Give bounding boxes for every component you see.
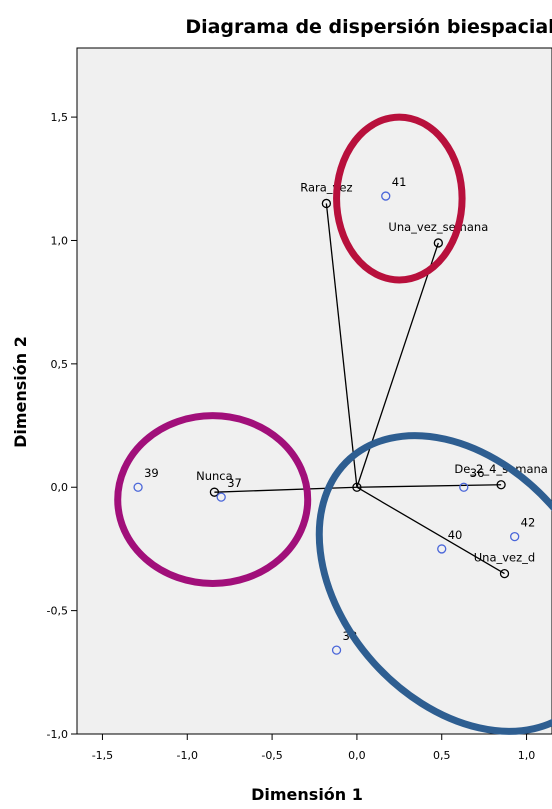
case-label: 41: [392, 175, 407, 189]
highlight-ellipse: [114, 412, 312, 587]
x-axis: -1,5 -1,0 -0,5 0,0 0,5 1,0: [92, 734, 536, 762]
category-label: Una_vez_semana: [388, 220, 488, 234]
case-point: [133, 482, 143, 492]
case-point: [459, 482, 469, 492]
case-point: [510, 531, 520, 542]
vector-line: [356, 484, 502, 488]
category-label: De_2_4_semana: [454, 462, 547, 476]
origin-marker: [352, 482, 362, 492]
vector-line: [325, 203, 358, 488]
plot-area: [76, 47, 552, 735]
y-tick-label: -1,0: [47, 728, 68, 741]
case-label: 39: [144, 466, 159, 480]
x-tick-label: 0,0: [348, 749, 366, 762]
case-point: [331, 645, 342, 655]
x-tick-label: 1,0: [518, 749, 536, 762]
case-label: 40: [448, 528, 463, 542]
category-point: [433, 238, 443, 248]
case-label: 42: [521, 516, 536, 530]
chart-title: Diagrama de dispersión biespacial: [185, 16, 552, 38]
category-point: [321, 198, 332, 209]
x-tick-label: 0,5: [433, 749, 451, 762]
category-point: [209, 487, 220, 497]
category-point: [496, 480, 506, 490]
y-tick-label: 0,0: [51, 481, 69, 494]
x-tick-label: -1,0: [177, 749, 198, 762]
highlight-ellipse: [333, 113, 466, 284]
y-tick-label: 1,5: [51, 111, 69, 124]
category-point: [499, 568, 510, 579]
highlight-ellipse: [315, 432, 552, 735]
highlight-ellipses: [114, 113, 552, 735]
y-tick-label: 0,5: [51, 358, 69, 371]
y-axis-title: Dimensión 2: [11, 336, 30, 448]
x-axis-title: Dimensión 1: [251, 785, 363, 804]
category-label: Una_vez_d: [474, 551, 535, 565]
vector-line: [356, 486, 505, 575]
y-tick-label: 1,0: [51, 234, 69, 247]
data-points: Rara_vez Una_vez_semana Nunca De_2_4_semana…: [133, 175, 548, 655]
case-label: 37: [227, 476, 242, 490]
vector-line: [214, 486, 357, 493]
case-label: 36: [470, 466, 485, 480]
x-tick-label: -1,5: [92, 749, 113, 762]
category-label: Nunca: [196, 469, 233, 483]
category-label: Rara_vez: [300, 180, 352, 194]
case-point: [381, 191, 391, 201]
x-tick-label: -0,5: [261, 749, 282, 762]
case-point: [216, 492, 226, 502]
y-tick-label: -0,5: [47, 605, 68, 618]
y-axis: -1,0 -0,5 0,0 0,5 1,0 1,5: [47, 111, 77, 741]
case-point: [437, 544, 447, 554]
